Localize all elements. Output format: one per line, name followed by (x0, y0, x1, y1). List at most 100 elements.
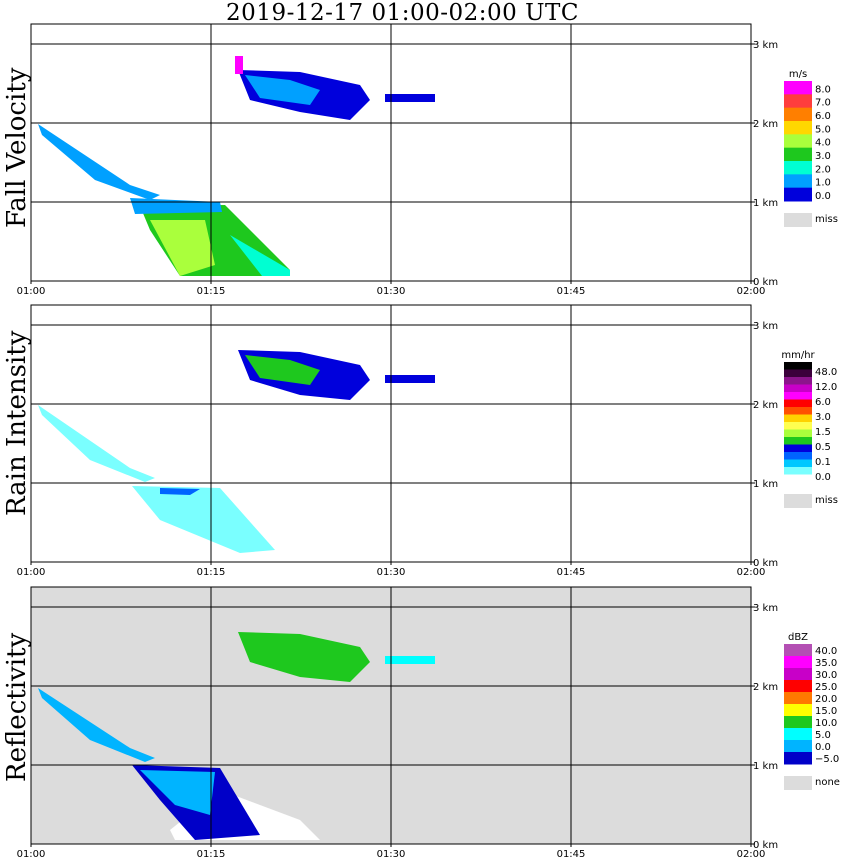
panel-1-colorbar-missing-swatch (784, 213, 812, 227)
panel-3-colorbar-swatch-0 (784, 644, 812, 657)
panel-2-colorbar-label-5: 0.5 (815, 442, 831, 453)
panel-3-colorbar-swatch-8 (784, 740, 812, 753)
panel-3-colorbar-missing-swatch (784, 776, 812, 790)
panel-3-colorbar-label-7: 5.0 (815, 730, 831, 741)
panel-2-colorbar-label-7: 0.0 (815, 472, 831, 483)
panel-2-colorbar-label-3: 3.0 (815, 412, 831, 423)
panel-2-ytick-1: 1 km (753, 479, 778, 490)
panel-3-echo-upper (238, 632, 370, 682)
panel-3-colorbar-label-1: 35.0 (815, 658, 837, 669)
panel-2-colorbar-label-1: 12.0 (815, 382, 837, 393)
panel-1-ytick-1: 1 km (753, 198, 778, 209)
panel-1-xtick-3: 01:45 (557, 286, 586, 297)
panel-2-colorbar-label-4: 1.5 (815, 427, 831, 438)
panel-2-colorbar-swatch-1 (784, 369, 812, 378)
panel-2-xtick-3: 01:45 (557, 567, 586, 578)
panel-2-ytick-0: 0 km (753, 558, 778, 569)
panel-3-colorbar-swatch-6 (784, 716, 812, 729)
panel-3-xtick-0: 01:00 (17, 849, 46, 860)
panel-3-echo-mid (140, 770, 215, 815)
panel-1-colorbar-swatch-1 (784, 94, 812, 109)
panel-2-colorbar-label-2: 6.0 (815, 397, 831, 408)
panel-1-echo-core (150, 220, 215, 276)
panel-2-colorbar-label-0: 48.0 (815, 367, 837, 378)
panel-1-colorbar-swatch-8 (784, 187, 812, 202)
panel-2-xtick-0: 01:00 (17, 567, 46, 578)
panel-3-xtick-1: 01:15 (197, 849, 226, 860)
panel-3-colorbar-label-3: 25.0 (815, 682, 837, 693)
panel-2-colorbar-swatch-5 (784, 399, 812, 408)
panel-2-echo-upper-tail (385, 375, 435, 383)
panel-1-ytick-2: 2 km (753, 119, 778, 130)
panel-1-echo-slant (38, 124, 160, 200)
panel-2-colorbar-swatch-7 (784, 414, 812, 423)
panel-1-colorbar-label-8: 0.0 (815, 191, 831, 202)
panel-2-colorbar-swatch-12 (784, 452, 812, 460)
panel-2-echo-slant (38, 405, 155, 482)
panel-2-colorbar-swatch-9 (784, 429, 812, 438)
panel-1-colorbar-label-0: 8.0 (815, 84, 831, 95)
panel-2-xtick-4: 02:00 (737, 567, 766, 578)
panel-2-colorbar-swatch-6 (784, 407, 812, 415)
panel-3-colorbar-label-4: 20.0 (815, 694, 837, 705)
panel-2-ytick-3: 3 km (753, 321, 778, 332)
panel-2-colorbar-swatch-4 (784, 392, 812, 400)
panel-3-colorbar-label-2: 30.0 (815, 670, 837, 681)
panel-1-colorbar-unit: m/s (789, 69, 807, 80)
panel-3-colorbar-swatch-7 (784, 728, 812, 741)
panel-2-colorbar-swatch-2 (784, 377, 812, 385)
panel-3-colorbar-label-0: 40.0 (815, 646, 837, 657)
panel-1-ytick-3: 3 km (753, 40, 778, 51)
panel-3-xtick-3: 01:45 (557, 849, 586, 860)
panel-3-colorbar-swatch-1 (784, 656, 812, 669)
panel-3-echo-slant (38, 688, 155, 762)
panel-1-colorbar-label-4: 4.0 (815, 138, 831, 149)
panel-1-colorbar-swatch-3 (784, 121, 812, 135)
chart-title: 2019-12-17 01:00-02:00 UTC (226, 0, 579, 26)
panel-2-colorbar-missing-label: miss (815, 495, 838, 506)
panel-2-colorbar-missing-swatch (784, 494, 812, 508)
panel-1-colorbar-label-7: 1.0 (815, 178, 831, 189)
panel-1-colorbar-label-5: 3.0 (815, 151, 831, 162)
panel-2-ytick-2: 2 km (753, 400, 778, 411)
panel-1-xtick-2: 01:30 (377, 286, 406, 297)
panel-1-echo-edge (230, 235, 290, 276)
panel-3-colorbar-label-5: 15.0 (815, 706, 837, 717)
panel-2-xtick-2: 01:30 (377, 567, 406, 578)
panel-1-ytick-0: 0 km (753, 277, 778, 288)
panel-1-colorbar-swatch-6 (784, 161, 812, 175)
panel-3-colorbar-swatch-4 (784, 692, 812, 705)
panel-3-echo-upper-tail (385, 656, 435, 664)
panel-1-colorbar-label-1: 7.0 (815, 98, 831, 109)
panel-1-colorbar-label-3: 5.0 (815, 124, 831, 135)
panel-1-echo-upper-tip (235, 56, 243, 74)
panel-3-colorbar-label-9: −5.0 (815, 754, 839, 765)
panel-3-xtick-4: 02:00 (737, 849, 766, 860)
panel-1-echo-upper-tail (385, 94, 435, 102)
panel-3-ytick-1: 1 km (753, 761, 778, 772)
panel-1-echo-upper-mid (245, 75, 320, 105)
panel-3-colorbar-label-8: 0.0 (815, 742, 831, 753)
panel-2-colorbar-label-6: 0.1 (815, 457, 831, 468)
panel-1-colorbar-label-2: 6.0 (815, 111, 831, 122)
panel-3-colorbar-swatch-9 (784, 752, 812, 765)
panel-1-colorbar-label-6: 2.0 (815, 164, 831, 175)
panel-2-echo-core (160, 488, 200, 495)
panel-1-colorbar-swatch-4 (784, 134, 812, 149)
panel-3-colorbar-label-6: 10.0 (815, 718, 837, 729)
panel-2-echo-low (132, 486, 275, 553)
panel-2-colorbar-swatch-15 (784, 474, 812, 483)
panel-3-colorbar-missing-label: none (815, 777, 840, 788)
panel-3-colorbar-unit: dBZ (788, 632, 808, 643)
panel-1-colorbar-swatch-7 (784, 174, 812, 189)
panel-2-colorbar-swatch-10 (784, 437, 812, 445)
panel-3-ytick-2: 2 km (753, 682, 778, 693)
panel-2-xtick-1: 01:15 (197, 567, 226, 578)
panel-3-colorbar-swatch-5 (784, 704, 812, 717)
panel-2-colorbar-swatch-3 (784, 384, 812, 393)
panel-1-colorbar-swatch-2 (784, 107, 812, 122)
panel-2-colorbar-swatch-8 (784, 422, 812, 430)
panel-1-colorbar-swatch-0 (784, 81, 812, 95)
panel-1-xtick-0: 01:00 (17, 286, 46, 297)
